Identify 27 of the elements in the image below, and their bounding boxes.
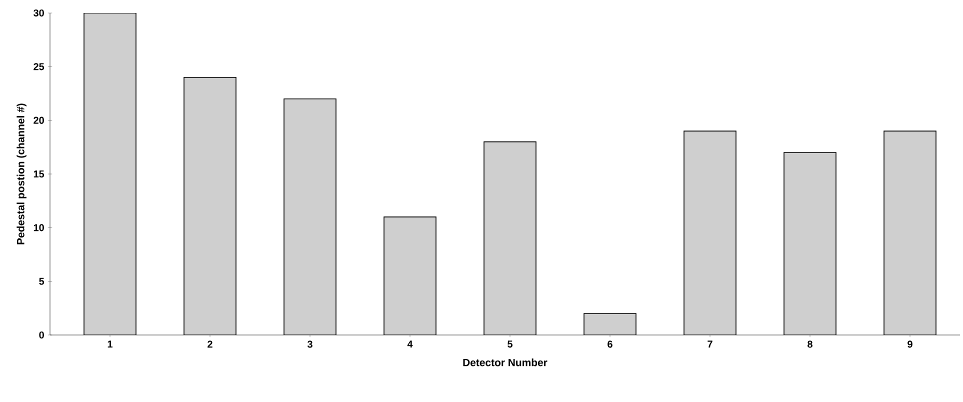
x-tick-label: 7: [708, 340, 712, 348]
bar: [884, 130, 936, 335]
bar: [484, 141, 536, 335]
bar: [184, 77, 236, 335]
y-tick-label: 15: [34, 170, 44, 178]
y-tick-label: 10: [34, 224, 44, 232]
x-tick-label: 4: [407, 340, 413, 348]
y-tick-label: 0: [39, 331, 44, 339]
bar: [384, 216, 436, 335]
y-tick-label: 20: [34, 116, 44, 124]
x-tick-label: 2: [208, 340, 212, 348]
bar: [784, 152, 836, 335]
bar: [284, 98, 336, 335]
x-tick-label: 8: [808, 340, 812, 348]
bar: [684, 130, 736, 335]
x-axis-title: Detector Number: [463, 358, 548, 366]
y-tick-label: 5: [39, 278, 44, 285]
y-tick-label: 30: [34, 9, 44, 17]
bar: [584, 313, 636, 335]
bar: [84, 13, 136, 335]
x-tick-label: 1: [108, 340, 112, 348]
x-tick-label: 6: [608, 340, 612, 348]
y-tick-label: 25: [34, 63, 44, 70]
x-tick-label: 5: [508, 340, 512, 348]
x-tick-label: 3: [307, 340, 312, 348]
y-axis-title: Pedestal postion (channel #): [16, 104, 26, 244]
x-tick-label: 9: [908, 340, 912, 348]
